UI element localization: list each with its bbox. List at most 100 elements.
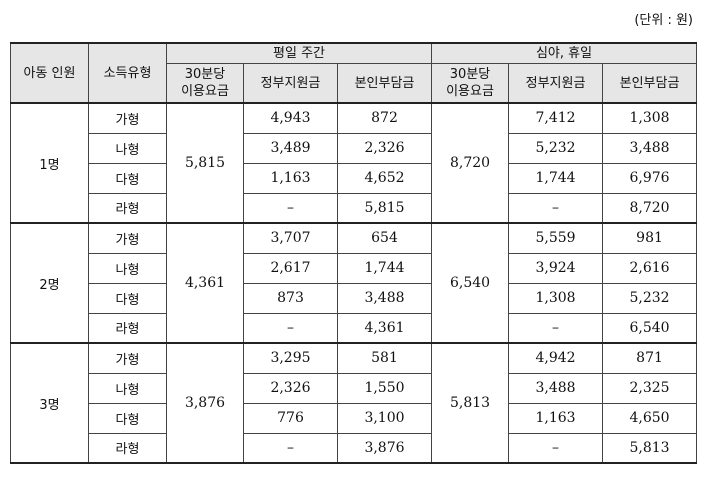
night-gov-support: 1,163 [508, 402, 604, 434]
group-3: 3명 가형 3,876 3,295 581 5,813 4,942 871 나형 2,326 1,5… [10, 342, 698, 464]
weekday-self-pay: 654 [336, 222, 433, 254]
header-income-type: 소득유형 [88, 42, 167, 104]
weekday-gov-support: 873 [243, 282, 338, 314]
night-self-pay: 8,720 [602, 192, 698, 224]
income-type: 나형 [88, 252, 167, 284]
table-row: 2명 가형 4,361 3,707 654 6,540 5,559 981 [10, 222, 698, 344]
table-row: 1명 가형 5,815 4,943 872 8,720 7,412 1,308 [10, 102, 698, 224]
night-gov-support: 7,412 [508, 102, 604, 134]
weekday-gov-support: 3,489 [243, 132, 338, 164]
weekday-gov-support: 1,163 [243, 162, 338, 194]
weekday-self-pay: 3,876 [336, 432, 433, 464]
night-gov-support: 4,942 [508, 342, 604, 374]
night-rate: 8,720 [431, 102, 510, 224]
header-night-gov: 정부지원금 [508, 63, 604, 104]
weekday-rate: 5,815 [166, 102, 244, 224]
weekday-gov-support: 3,295 [243, 342, 338, 374]
table-row: 라형 –3,876–5,813 [11, 432, 698, 464]
night-self-pay: 5,232 [602, 282, 698, 314]
night-gov-support: 3,924 [508, 252, 604, 284]
header-rate-line2: 이용요금 [446, 84, 494, 99]
header-night-rate: 30분당 이용요금 [431, 63, 510, 104]
weekday-rate: 4,361 [166, 222, 244, 344]
table-row: 다형 776 3,100 1,163 4,650 [11, 402, 698, 434]
night-self-pay: 6,976 [602, 162, 698, 194]
header-weekday-self: 본인부담금 [336, 63, 433, 104]
header-night-self: 본인부담금 [602, 63, 698, 104]
header-children: 아동 인원 [10, 42, 89, 104]
fee-table: 아동 인원 소득유형 평일 주간 심야, 휴일 30분당 이용요금 정부지원금 … [10, 42, 698, 464]
table-row: 3명 가형 3,876 3,295 581 5,813 4,942 871 [10, 342, 698, 464]
weekday-gov-support: 4,943 [243, 102, 338, 134]
income-type: 나형 [88, 132, 167, 164]
night-self-pay: 3,488 [602, 132, 698, 164]
children-count: 2명 [10, 222, 89, 344]
header-weekday-gov: 정부지원금 [243, 63, 338, 104]
weekday-self-pay: 3,488 [336, 282, 433, 314]
weekday-gov-support: 3,707 [243, 222, 338, 254]
night-gov-support: 5,559 [508, 222, 604, 254]
income-type: 가형 [88, 102, 167, 134]
header-weekday: 평일 주간 [165, 42, 433, 64]
weekday-gov-support: – [243, 432, 338, 464]
night-self-pay: 2,325 [602, 372, 698, 404]
night-self-pay: 871 [602, 342, 698, 374]
weekday-self-pay: 1,550 [336, 372, 433, 404]
table-header: 아동 인원 소득유형 평일 주간 심야, 휴일 30분당 이용요금 정부지원금 … [10, 42, 698, 104]
night-gov-support: – [508, 312, 604, 344]
weekday-self-pay: 5,815 [336, 192, 433, 224]
night-gov-support: 5,232 [508, 132, 604, 164]
table-row: 다형 1,163 4,652 1,744 6,976 [11, 162, 698, 194]
header-weekday-rate: 30분당 이용요금 [166, 63, 244, 104]
table-row: 다형 873 3,488 1,308 5,232 [11, 282, 698, 314]
table-row: 나형 2,326 1,550 3,488 2,325 [11, 372, 698, 404]
weekday-gov-support: 776 [243, 402, 338, 434]
children-count: 1명 [10, 102, 89, 224]
weekday-self-pay: 3,100 [336, 402, 433, 434]
income-type: 다형 [88, 162, 167, 194]
night-gov-support: 1,744 [508, 162, 604, 194]
weekday-self-pay: 4,652 [336, 162, 433, 194]
night-rate: 6,540 [431, 222, 510, 344]
table-row: 라형 –4,361–6,540 [11, 312, 698, 344]
weekday-self-pay: 2,326 [336, 132, 433, 164]
weekday-gov-support: – [243, 192, 338, 224]
income-type: 라형 [88, 432, 167, 464]
weekday-gov-support: – [243, 312, 338, 344]
table-row: 나형 2,617 1,744 3,924 2,616 [11, 252, 698, 284]
weekday-self-pay: 1,744 [336, 252, 433, 284]
income-type: 가형 [88, 222, 167, 254]
night-self-pay: 6,540 [602, 312, 698, 344]
weekday-self-pay: 872 [336, 102, 433, 134]
weekday-rate: 3,876 [166, 342, 244, 464]
header-night: 심야, 휴일 [431, 42, 698, 64]
income-type: 다형 [88, 402, 167, 434]
night-self-pay: 2,616 [602, 252, 698, 284]
income-type: 라형 [88, 192, 167, 224]
night-gov-support: – [508, 192, 604, 224]
header-rate-line1: 30분당 [449, 67, 491, 82]
night-self-pay: 1,308 [602, 102, 698, 134]
income-type: 다형 [88, 282, 167, 314]
night-rate: 5,813 [431, 342, 510, 464]
children-count: 3명 [10, 342, 89, 464]
night-gov-support: 1,308 [508, 282, 604, 314]
night-self-pay: 4,650 [602, 402, 698, 434]
weekday-gov-support: 2,326 [243, 372, 338, 404]
group-2: 2명 가형 4,361 3,707 654 6,540 5,559 981 나형 2,617 1,7… [10, 222, 698, 344]
income-type: 가형 [88, 342, 167, 374]
unit-label: (단위 : 원) [634, 13, 693, 28]
night-self-pay: 981 [602, 222, 698, 254]
header-rate-line2: 이용요금 [181, 84, 229, 99]
night-gov-support: 3,488 [508, 372, 604, 404]
weekday-gov-support: 2,617 [243, 252, 338, 284]
income-type: 나형 [88, 372, 167, 404]
header-rate-line1: 30분당 [184, 67, 226, 82]
weekday-self-pay: 4,361 [336, 312, 433, 344]
table-row: 나형 3,489 2,326 5,232 3,488 [11, 132, 698, 164]
group-1: 1명 가형 5,815 4,943 872 8,720 7,412 1,308 나형 3,489 2… [10, 102, 698, 224]
night-self-pay: 5,813 [602, 432, 698, 464]
table-row: 라형 –5,815–8,720 [11, 192, 698, 224]
night-gov-support: – [508, 432, 604, 464]
weekday-self-pay: 581 [336, 342, 433, 374]
